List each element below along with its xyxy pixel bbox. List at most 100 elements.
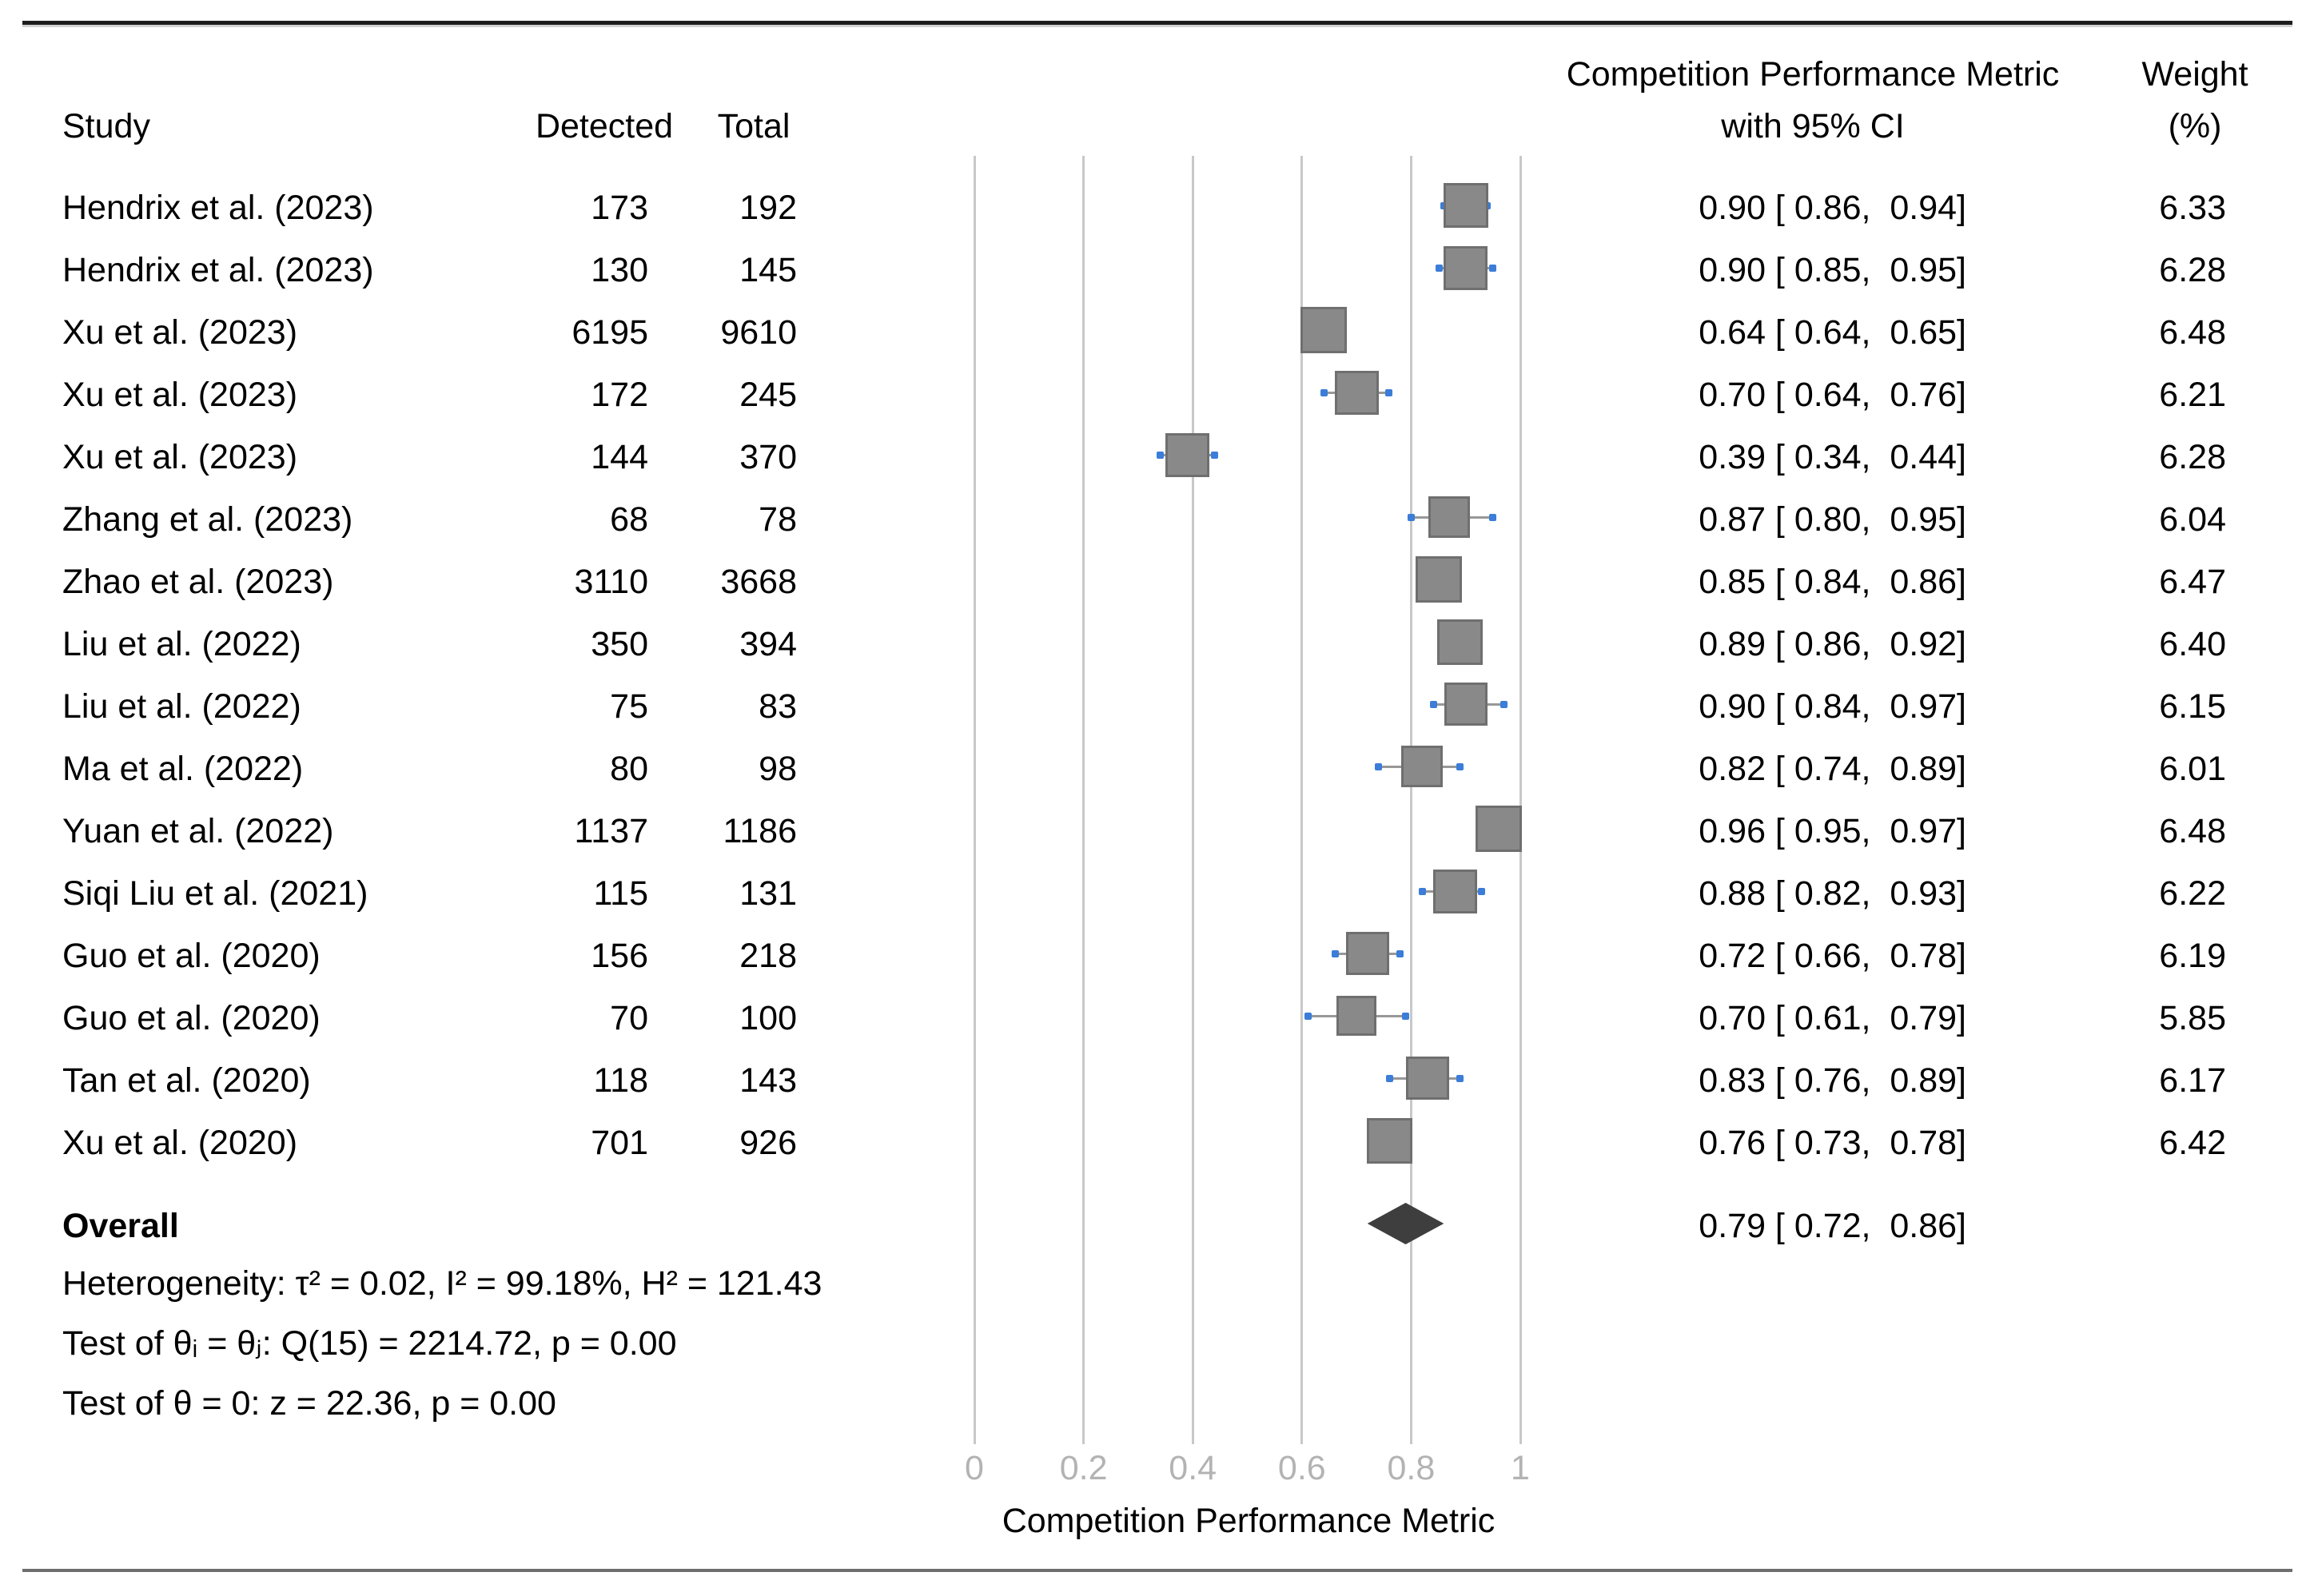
ci-value: 0.96 [ 0.95, 0.97] xyxy=(1699,812,1966,850)
ci-cap-left xyxy=(1408,514,1416,521)
detected-value: 68 xyxy=(610,500,648,539)
top-rule xyxy=(22,21,2292,25)
total-value: 9610 xyxy=(720,313,797,352)
study-name: Zhao et al. (2023) xyxy=(62,563,334,601)
gridline xyxy=(1082,156,1085,1444)
detected-value: 115 xyxy=(593,874,648,913)
detected-value: 156 xyxy=(591,937,648,975)
estimate-square xyxy=(1432,869,1477,913)
total-value: 143 xyxy=(739,1061,797,1100)
ci-value: 0.90 [ 0.86, 0.94] xyxy=(1699,189,1966,227)
detected-value: 70 xyxy=(610,999,648,1037)
ci-cap-left xyxy=(1157,452,1165,459)
detected-value: 172 xyxy=(591,376,648,414)
effect-column-header-line2: with 95% CI xyxy=(1721,107,1905,145)
ci-value: 0.70 [ 0.61, 0.79] xyxy=(1699,999,1966,1037)
gridline xyxy=(1191,156,1194,1444)
detected-value: 144 xyxy=(591,438,648,476)
weight-value: 6.33 xyxy=(2159,189,2226,227)
study-name: Guo et al. (2020) xyxy=(62,937,321,975)
estimate-square xyxy=(1444,683,1488,726)
weight-value: 6.15 xyxy=(2159,687,2226,726)
study-name: Guo et al. (2020) xyxy=(62,999,321,1037)
total-value: 83 xyxy=(759,687,797,726)
ci-cap-right xyxy=(1500,701,1507,708)
ci-cap-right xyxy=(1456,1075,1464,1082)
ci-value: 0.72 [ 0.66, 0.78] xyxy=(1699,937,1966,975)
estimate-square xyxy=(1401,746,1444,787)
ci-cap-right xyxy=(1210,452,1218,459)
estimate-square xyxy=(1444,245,1488,290)
detected-value: 130 xyxy=(591,251,648,289)
weight-value: 6.47 xyxy=(2159,563,2226,601)
gridline xyxy=(973,156,976,1444)
weight-value: 6.28 xyxy=(2159,251,2226,289)
ci-cap-right xyxy=(1478,888,1486,895)
ci-value: 0.89 [ 0.86, 0.92] xyxy=(1699,625,1966,663)
total-value: 3668 xyxy=(720,563,797,601)
total-value: 145 xyxy=(739,251,797,289)
x-axis-tick-label: 0.6 xyxy=(1277,1449,1326,1487)
x-axis-tick-label: 0 xyxy=(965,1449,984,1487)
study-column-header: Study xyxy=(62,107,150,145)
estimate-square xyxy=(1165,432,1209,477)
estimate-square xyxy=(1405,1057,1449,1100)
total-value: 394 xyxy=(739,625,797,663)
total-value: 98 xyxy=(759,750,797,788)
homogeneity-test: Test of θᵢ = θⱼ: Q(15) = 2214.72, p = 0.… xyxy=(62,1324,677,1363)
total-value: 926 xyxy=(739,1124,797,1162)
total-value: 131 xyxy=(739,874,797,913)
ci-value: 0.39 [ 0.34, 0.44] xyxy=(1699,438,1966,476)
effect-column-header-line1: Competition Performance Metric xyxy=(1566,55,2060,94)
detected-value: 75 xyxy=(610,687,648,726)
detected-value: 80 xyxy=(610,750,648,788)
weight-column-header-line2: (%) xyxy=(2168,107,2222,145)
weight-value: 6.48 xyxy=(2159,313,2226,352)
ci-value: 0.82 [ 0.74, 0.89] xyxy=(1699,750,1966,788)
study-name: Hendrix et al. (2023) xyxy=(62,189,374,227)
estimate-square xyxy=(1415,556,1462,603)
ci-cap-left xyxy=(1320,389,1328,396)
overall-ci-value: 0.79 [ 0.72, 0.86] xyxy=(1699,1207,1966,1245)
total-value: 218 xyxy=(739,937,797,975)
ci-cap-right xyxy=(1488,514,1496,521)
study-name: Ma et al. (2022) xyxy=(62,750,304,788)
ci-cap-right xyxy=(1396,950,1404,957)
x-axis-tick-label: 0.4 xyxy=(1169,1449,1217,1487)
estimate-square xyxy=(1443,183,1488,228)
ci-cap-right xyxy=(1401,1013,1409,1020)
ci-cap-left xyxy=(1304,1013,1312,1020)
study-name: Yuan et al. (2022) xyxy=(62,812,334,850)
total-value: 100 xyxy=(739,999,797,1037)
ci-value: 0.88 [ 0.82, 0.93] xyxy=(1699,874,1966,913)
estimate-square xyxy=(1475,806,1522,852)
heterogeneity-stats: Heterogeneity: τ² = 0.02, I² = 99.18%, H… xyxy=(62,1264,822,1303)
ci-cap-right xyxy=(1488,265,1496,272)
estimate-square xyxy=(1428,496,1471,538)
weight-column-header-line1: Weight xyxy=(2141,55,2248,94)
study-name: Xu et al. (2023) xyxy=(62,313,298,352)
study-name: Liu et al. (2022) xyxy=(62,625,301,663)
total-column-header: Total xyxy=(717,107,791,145)
ci-value: 0.76 [ 0.73, 0.78] xyxy=(1699,1124,1966,1162)
ci-cap-left xyxy=(1435,265,1443,272)
gridline xyxy=(1519,156,1522,1444)
estimate-square xyxy=(1336,996,1377,1036)
estimate-square xyxy=(1334,370,1379,415)
gridline xyxy=(1409,156,1412,1444)
detected-value: 118 xyxy=(593,1061,648,1100)
study-name: Zhang et al. (2023) xyxy=(62,500,353,539)
top-rule-shadow xyxy=(22,25,2292,27)
detected-value: 3110 xyxy=(574,563,648,601)
detected-value: 1137 xyxy=(574,812,648,850)
ci-value: 0.64 [ 0.64, 0.65] xyxy=(1699,313,1966,352)
weight-value: 6.28 xyxy=(2159,438,2226,476)
weight-value: 6.48 xyxy=(2159,812,2226,850)
estimate-square xyxy=(1366,1117,1412,1164)
x-axis-title: Competition Performance Metric xyxy=(1002,1502,1496,1540)
weight-value: 6.40 xyxy=(2159,625,2226,663)
estimate-square xyxy=(1345,932,1389,975)
weight-value: 6.17 xyxy=(2159,1061,2226,1100)
ci-value: 0.87 [ 0.80, 0.95] xyxy=(1699,500,1966,539)
